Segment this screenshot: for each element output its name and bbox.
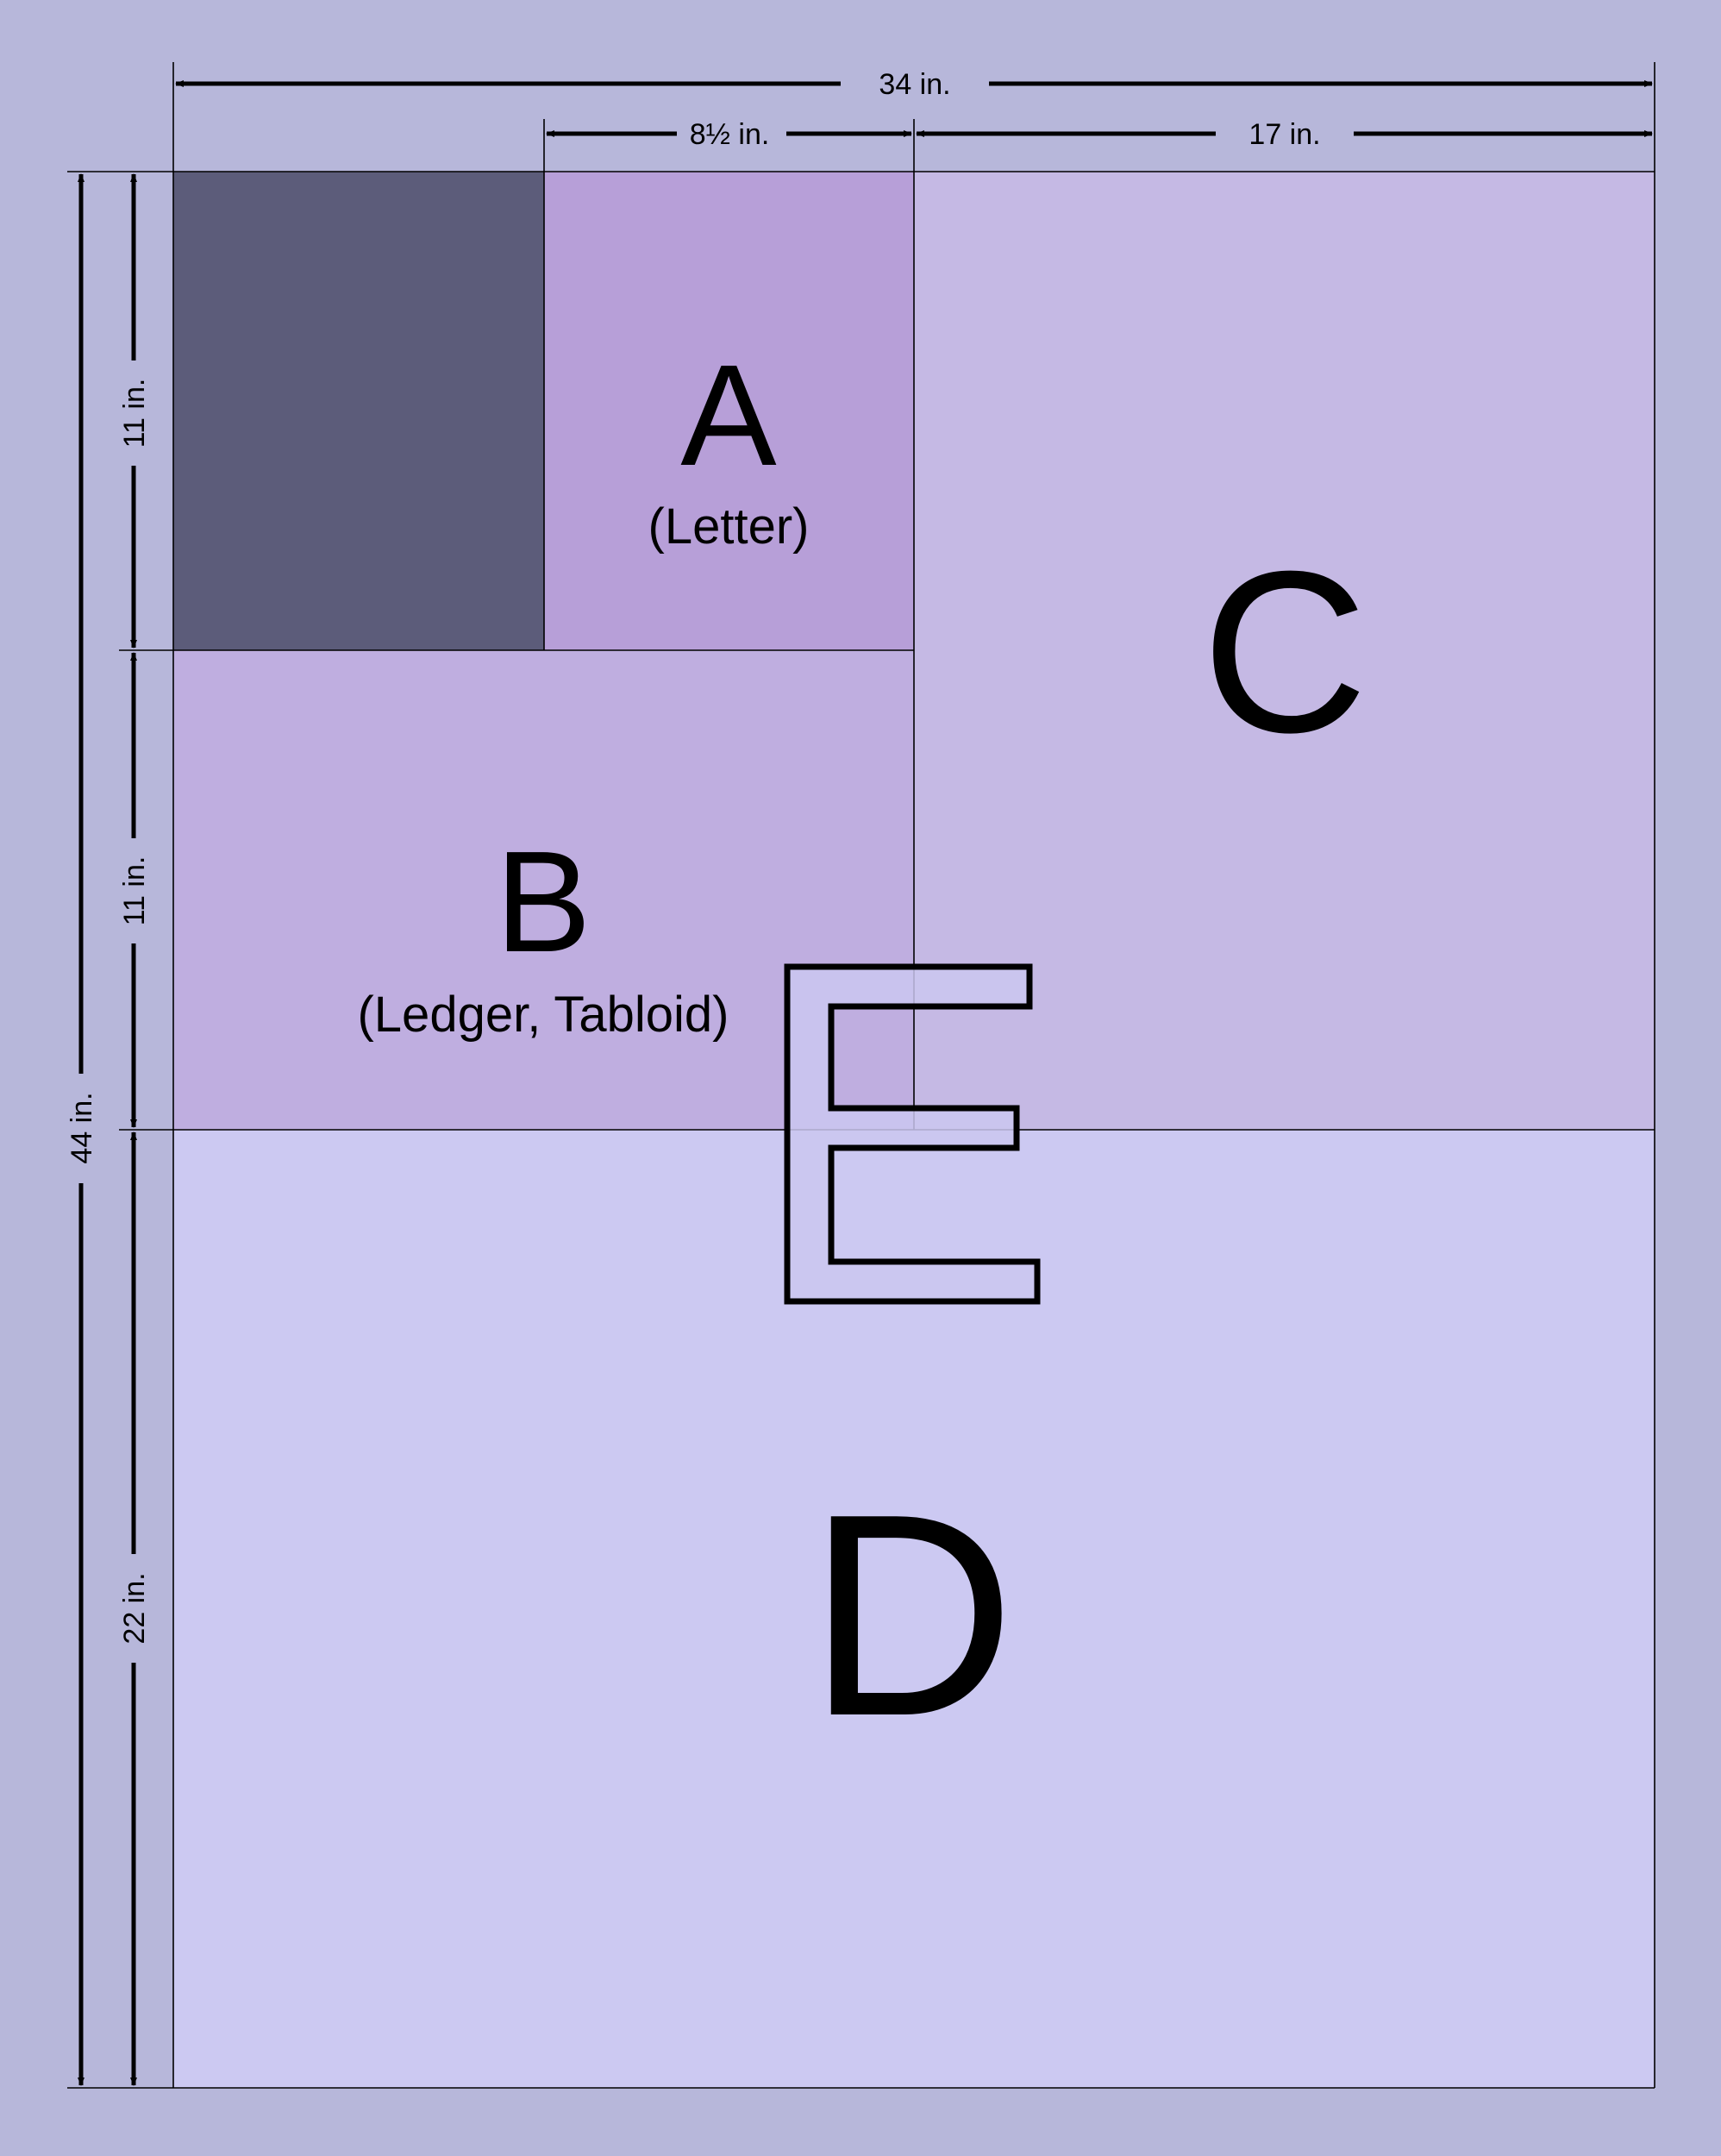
- dimension-a-height: 11 in.: [118, 173, 151, 649]
- sheet-e-letter-outline: E: [784, 963, 1041, 1305]
- unlabeled-sheet: [173, 172, 544, 650]
- sheet-a-letter: A: [680, 335, 777, 496]
- total-width-label: 34 in.: [879, 68, 950, 101]
- total-height-label: 44 in.: [66, 1092, 98, 1163]
- sheet-a-name: (Letter): [648, 498, 810, 555]
- a-width-label: 8½ in.: [690, 118, 770, 151]
- sheet-b-letter: B: [495, 822, 591, 982]
- dimension-total-width: 34 in.: [175, 68, 1653, 101]
- dimension-b-height: 11 in.: [118, 652, 151, 1128]
- dimension-d-height: 22 in.: [118, 1131, 151, 2086]
- sheet-d-letter: D: [807, 1454, 1015, 1776]
- sheet-c-letter: C: [1202, 523, 1368, 780]
- c-width-label: 17 in.: [1249, 118, 1320, 151]
- sheet-c: [914, 172, 1655, 1130]
- sheet-b-name: (Ledger, Tabloid): [357, 987, 729, 1043]
- dimension-a-width: 8½ in.: [546, 118, 912, 151]
- dimension-total-height: 44 in.: [66, 173, 98, 2086]
- a-height-label: 11 in.: [118, 379, 151, 448]
- b-height-label: 11 in.: [118, 856, 151, 926]
- dimension-c-width: 17 in.: [916, 118, 1653, 151]
- d-height-label: 22 in.: [118, 1572, 151, 1644]
- sheet-a: [544, 172, 914, 650]
